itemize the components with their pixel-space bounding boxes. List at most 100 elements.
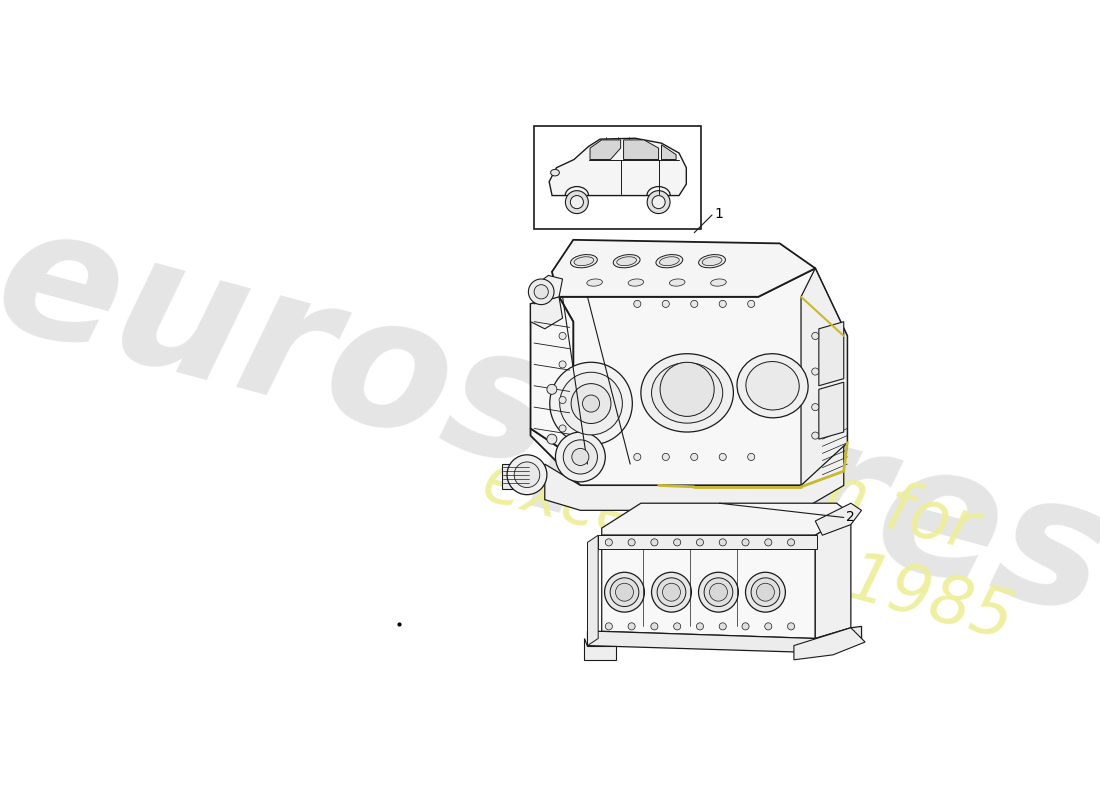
- Circle shape: [634, 300, 641, 307]
- Circle shape: [605, 572, 645, 612]
- Polygon shape: [590, 140, 620, 159]
- Circle shape: [651, 623, 658, 630]
- Polygon shape: [818, 382, 844, 439]
- Polygon shape: [530, 297, 573, 457]
- Ellipse shape: [586, 279, 603, 286]
- Polygon shape: [602, 535, 815, 638]
- Polygon shape: [587, 626, 861, 653]
- Circle shape: [559, 361, 566, 368]
- Ellipse shape: [628, 279, 643, 286]
- Ellipse shape: [670, 279, 685, 286]
- Ellipse shape: [613, 254, 640, 268]
- Circle shape: [764, 539, 772, 546]
- Circle shape: [616, 583, 634, 601]
- Circle shape: [563, 440, 597, 474]
- Circle shape: [662, 583, 681, 601]
- Circle shape: [662, 300, 669, 307]
- Circle shape: [565, 190, 588, 214]
- Circle shape: [698, 572, 738, 612]
- Ellipse shape: [702, 257, 722, 266]
- Circle shape: [812, 432, 818, 439]
- Circle shape: [647, 190, 670, 214]
- Polygon shape: [530, 268, 847, 486]
- Polygon shape: [535, 275, 562, 304]
- Circle shape: [691, 300, 697, 307]
- Circle shape: [651, 572, 692, 612]
- Circle shape: [741, 539, 749, 546]
- Polygon shape: [584, 638, 616, 660]
- Circle shape: [528, 279, 554, 305]
- Circle shape: [719, 300, 726, 307]
- Bar: [502, 464, 530, 489]
- Ellipse shape: [617, 257, 637, 266]
- Polygon shape: [815, 503, 861, 535]
- Polygon shape: [624, 140, 659, 159]
- Circle shape: [710, 583, 727, 601]
- Circle shape: [746, 572, 785, 612]
- Circle shape: [652, 195, 666, 209]
- Circle shape: [812, 403, 818, 410]
- Circle shape: [610, 578, 639, 606]
- Circle shape: [764, 623, 772, 630]
- Ellipse shape: [651, 362, 723, 423]
- Polygon shape: [598, 535, 816, 550]
- Circle shape: [651, 539, 658, 546]
- Circle shape: [550, 362, 632, 445]
- Circle shape: [605, 623, 613, 630]
- Circle shape: [812, 368, 818, 375]
- Circle shape: [696, 623, 704, 630]
- Polygon shape: [818, 322, 844, 386]
- Circle shape: [696, 539, 704, 546]
- Text: eurospares: eurospares: [0, 189, 1100, 654]
- Circle shape: [719, 623, 726, 630]
- Circle shape: [583, 395, 600, 412]
- Circle shape: [673, 623, 681, 630]
- Circle shape: [751, 578, 780, 606]
- Ellipse shape: [551, 170, 560, 176]
- Circle shape: [719, 539, 726, 546]
- Circle shape: [757, 583, 774, 601]
- Circle shape: [660, 362, 714, 416]
- Circle shape: [662, 454, 669, 461]
- Circle shape: [748, 454, 755, 461]
- Ellipse shape: [660, 257, 679, 266]
- Circle shape: [788, 623, 794, 630]
- Circle shape: [673, 539, 681, 546]
- Circle shape: [571, 384, 610, 423]
- Ellipse shape: [641, 354, 734, 432]
- Ellipse shape: [571, 254, 597, 268]
- Circle shape: [547, 384, 557, 394]
- Circle shape: [628, 623, 635, 630]
- Bar: [535, 126, 702, 229]
- Circle shape: [748, 300, 755, 307]
- Circle shape: [572, 449, 588, 466]
- Circle shape: [788, 539, 794, 546]
- Circle shape: [657, 578, 685, 606]
- Circle shape: [559, 397, 566, 403]
- Circle shape: [704, 578, 733, 606]
- Circle shape: [507, 455, 547, 494]
- Ellipse shape: [656, 254, 683, 268]
- Circle shape: [691, 454, 697, 461]
- Polygon shape: [530, 297, 562, 329]
- Circle shape: [719, 454, 726, 461]
- Ellipse shape: [711, 279, 726, 286]
- Polygon shape: [549, 138, 686, 195]
- Circle shape: [634, 454, 641, 461]
- Polygon shape: [552, 240, 815, 297]
- Circle shape: [560, 372, 623, 435]
- Circle shape: [559, 425, 566, 432]
- Circle shape: [556, 432, 605, 482]
- Polygon shape: [794, 628, 865, 660]
- Ellipse shape: [574, 257, 594, 266]
- Circle shape: [812, 332, 818, 339]
- Circle shape: [570, 195, 583, 209]
- Ellipse shape: [746, 362, 800, 410]
- Polygon shape: [587, 535, 598, 646]
- Text: a passion for
excellence 1985: a passion for excellence 1985: [476, 374, 1041, 654]
- Ellipse shape: [698, 254, 726, 268]
- Circle shape: [628, 539, 635, 546]
- Circle shape: [559, 332, 566, 339]
- Polygon shape: [801, 268, 847, 486]
- Polygon shape: [815, 514, 851, 638]
